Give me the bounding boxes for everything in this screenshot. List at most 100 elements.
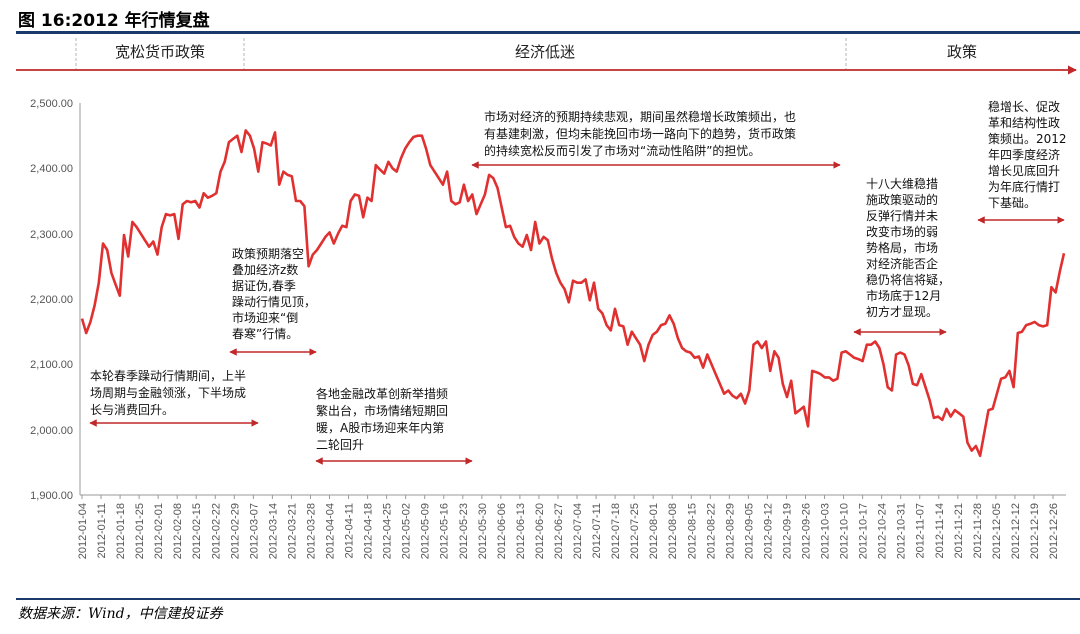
x-tick-label: 2012-03-21	[286, 503, 298, 559]
annotation-year-end: 稳增长、促改 革和结构性政 策频出。2012 年四季度经济 增长见底回升 为年底…	[988, 99, 1070, 210]
line-chart: 宽松货币政策 经济低迷 政策 2,500.00 2,400.00 2,300.0…	[16, 38, 1077, 559]
y-tick-label: 1,900.00	[30, 490, 73, 502]
x-tick-label: 2012-12-12	[1010, 503, 1022, 559]
annotation-line: 政策预期落空	[232, 247, 304, 261]
phase-label-downturn: 经济低迷	[515, 43, 575, 61]
annotation-line: 下基础。	[988, 196, 1036, 210]
x-tick-label: 2012-06-06	[496, 503, 508, 559]
x-tick-label: 2012-10-17	[858, 503, 870, 559]
annotation-line: 市场底于12月	[866, 288, 941, 303]
annotation-line: 对经济能否企	[866, 256, 938, 271]
y-tick-label: 2,400.00	[30, 163, 73, 175]
x-tick-label: 2012-06-20	[534, 503, 546, 559]
annotation-line: 暖，A股市场迎来年内第	[316, 420, 444, 435]
annotation-line: 据证伪,春季	[232, 279, 296, 293]
y-tick-label: 2,000.00	[30, 425, 73, 437]
annotation-line: 增长见底回升	[988, 163, 1060, 178]
x-tick-label: 2012-08-01	[648, 503, 660, 559]
x-tick-label: 2012-08-29	[724, 503, 736, 559]
annotation-line: 为年底行情打	[988, 179, 1060, 194]
x-tick-label: 2012-03-14	[267, 503, 279, 559]
annotation-line: 各地金融改革创新举措频	[316, 386, 448, 401]
x-tick-label: 2012-10-03	[820, 503, 832, 559]
x-tick-label: 2012-02-01	[153, 503, 165, 559]
y-tick-label: 2,100.00	[30, 359, 73, 371]
x-tick-labels: 2012-01-04 2012-01-11 2012-01-18 2012-01-25…	[77, 495, 1060, 559]
annotation-downturn: 市场对经济的预期持续悲观，期间虽然稳增长政策频出，也 有基建刺激，但均未能挽回市…	[484, 109, 800, 158]
x-tick-label: 2012-08-22	[705, 503, 717, 559]
x-tick-label: 2012-01-04	[77, 503, 89, 559]
bottom-rule	[16, 598, 1080, 600]
annotation-line: 改变市场的弱	[866, 224, 938, 239]
annotation-arrows	[89, 161, 1065, 465]
x-tick-label: 2012-05-23	[458, 503, 470, 559]
top-rule	[16, 31, 1080, 34]
x-tick-label: 2012-04-04	[325, 503, 337, 559]
x-tick-label: 2012-01-11	[96, 503, 108, 558]
x-tick-label: 2012-07-18	[610, 503, 622, 559]
annotation-line: 市场对经济的预期持续悲观，期间虽然稳增长政策频出，也	[484, 109, 796, 124]
x-tick-label: 2012-12-26	[1048, 503, 1060, 559]
annotation-line: 革和结构性政	[988, 115, 1060, 130]
annotation-line: 年四季度经济	[988, 147, 1060, 162]
annotation-line: 春寒”行情。	[232, 326, 298, 341]
x-tick-label: 2012-04-18	[363, 503, 375, 559]
x-tick-label: 2012-09-19	[782, 503, 794, 559]
x-tick-label: 2012-09-05	[743, 503, 755, 559]
annotation-line: 二轮回升	[316, 438, 364, 452]
y-tick-label: 2,300.00	[30, 229, 73, 241]
annotation-late-spring: 政策预期落空 叠加经济z数 据证伪,春季 躁动行情见顶， 市场迎来“倒 春寒”行…	[232, 247, 320, 341]
x-tick-label: 2012-05-16	[439, 503, 451, 559]
y-tick-label: 2,500.00	[30, 98, 73, 110]
x-tick-label: 2012-10-24	[877, 503, 889, 559]
annotation-line: 有基建刺激，但均未能挽回市场一路向下的趋势，货币政策	[484, 126, 796, 141]
index-series-line	[80, 129, 1066, 458]
phase-label-policy: 政策	[947, 43, 977, 61]
annotation-line: 躁动行情见顶，	[232, 295, 316, 309]
annotation-spring-rally: 本轮春季躁动行情期间，上半 场周期与金融领涨，下半场成 长与消费回升。	[90, 369, 250, 417]
x-tick-label: 2012-02-22	[210, 503, 222, 559]
annotation-line: 十八大维稳措	[866, 176, 938, 191]
x-tick-label: 2012-11-07	[915, 503, 927, 558]
x-tick-label: 2012-08-15	[686, 503, 698, 559]
x-tick-label: 2012-10-10	[839, 503, 851, 559]
x-tick-label: 2012-04-25	[382, 503, 394, 559]
phase-label-easing: 宽松货币政策	[115, 43, 205, 61]
x-tick-label: 2012-01-18	[115, 503, 127, 559]
x-tick-label: 2012-06-27	[553, 503, 565, 559]
x-tick-label: 2012-05-02	[401, 503, 413, 559]
x-tick-label: 2012-03-28	[306, 503, 318, 559]
y-axis: 2,500.00 2,400.00 2,300.00 2,200.00 2,10…	[30, 98, 81, 502]
x-tick-label: 2012-07-04	[572, 503, 584, 559]
x-tick-label: 2012-12-05	[991, 503, 1003, 559]
annotation-second-rally: 各地金融改革创新举措频 繁出台，市场情绪短期回 暖，A股市场迎来年内第 二轮回升	[316, 386, 452, 452]
x-tick-label: 2012-06-13	[515, 503, 527, 559]
annotation-line: 的持续宽松反而引发了市场对“流动性陷阱”的担忧。	[484, 143, 760, 158]
annotation-line: 稳仍将信将疑，	[866, 272, 950, 287]
annotation-line: 反弹行情并未	[866, 209, 938, 223]
annotation-line: 场周期与金融领涨，下半场成	[90, 385, 246, 400]
annotation-line: 施政策驱动的	[866, 192, 938, 207]
x-tick-label: 2012-08-08	[667, 503, 679, 559]
x-tick-label: 2012-02-08	[172, 503, 184, 559]
x-tick-label: 2012-05-09	[420, 503, 432, 559]
x-tick-label: 2012-09-12	[762, 503, 774, 559]
annotation-line: 势格局，市场	[866, 240, 938, 255]
annotation-line: 稳增长、促改	[988, 99, 1060, 114]
annotation-line: 本轮春季躁动行情期间，上半	[90, 369, 246, 383]
x-tick-label: 2012-02-29	[229, 503, 241, 559]
x-tick-label: 2012-11-28	[972, 503, 984, 558]
x-tick-label: 2012-11-14	[934, 503, 946, 558]
x-tick-label: 2012-07-11	[591, 503, 603, 558]
x-tick-label: 2012-10-31	[896, 503, 908, 559]
x-tick-label: 2012-05-30	[477, 503, 489, 559]
annotation-line: 策频出。2012	[988, 132, 1067, 146]
x-tick-label: 2012-12-19	[1029, 503, 1041, 559]
x-tick-label: 2012-01-25	[134, 503, 146, 559]
annotation-line: 长与消费回升。	[90, 403, 174, 417]
phase-band: 宽松货币政策 经济低迷 政策	[16, 38, 1077, 75]
x-tick-label: 2012-03-07	[248, 503, 260, 559]
annotation-line: 繁出台，市场情绪短期回	[316, 403, 448, 418]
x-tick-label: 2012-04-11	[344, 503, 356, 558]
annotation-line: 市场迎来“倒	[232, 310, 298, 325]
